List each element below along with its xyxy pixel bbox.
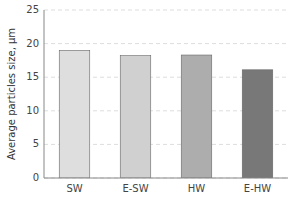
y-tick-label: 0 [33, 172, 39, 183]
y-axis-title: Average particles size, μm [6, 28, 17, 160]
y-tick-label: 15 [26, 71, 39, 82]
grid [44, 10, 288, 178]
x-tick-label: HW [188, 183, 206, 194]
chart-container: 0 5 10 15 20 25 SW E-SW HW E-HW Average particles … [0, 0, 298, 200]
y-tick-label: 5 [33, 138, 39, 149]
y-tick-label: 10 [26, 105, 39, 116]
y-tick-label: 25 [26, 4, 39, 15]
y-tick-label: 20 [26, 38, 39, 49]
x-tick-label: SW [66, 183, 82, 194]
grid-line [44, 43, 288, 44]
x-tick-label: E-SW [122, 183, 148, 194]
grid-line [44, 178, 288, 179]
grid-line [44, 10, 288, 11]
chart-svg: 0 5 10 15 20 25 SW E-SW HW E-HW Average particles … [0, 0, 298, 200]
bar [59, 50, 90, 178]
bar [242, 70, 273, 178]
x-tick-label: E-HW [244, 183, 271, 194]
bar [181, 55, 212, 178]
x-axis-line [44, 178, 288, 179]
bar [120, 56, 151, 178]
bars [59, 50, 273, 178]
y-axis-line [44, 10, 45, 178]
